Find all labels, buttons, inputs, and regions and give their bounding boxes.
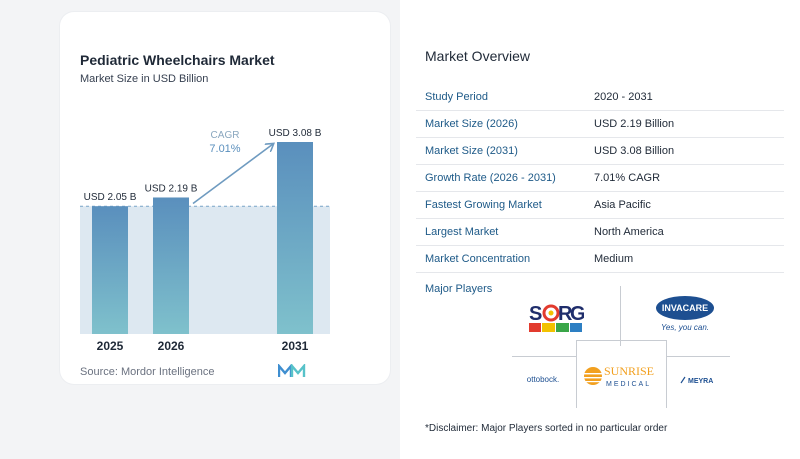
table-row: Largest Market North America [416, 219, 784, 246]
divider-box-right [666, 340, 667, 408]
divider-box-left [576, 340, 577, 408]
major-players-title: Major Players [425, 283, 493, 295]
cagr-value: 7.01% [209, 143, 240, 155]
row-value: North America [594, 226, 664, 238]
bar-2025 [92, 206, 128, 334]
invacare-name: INVACARE [662, 303, 708, 313]
overview-title: Market Overview [425, 48, 531, 64]
row-value: USD 2.19 Billion [594, 118, 675, 130]
chart-subtitle: Market Size in USD Billion [80, 73, 209, 85]
row-value: 7.01% CAGR [594, 172, 661, 184]
bar-value-label: USD 3.08 B [269, 128, 322, 139]
divider-horizontal-right [666, 356, 730, 357]
row-label: Largest Market [425, 226, 499, 238]
table-row: Study Period 2020 - 2031 [416, 84, 784, 111]
chart-title: Pediatric Wheelchairs Market [80, 52, 275, 68]
source-text: Source: Mordor Intelligence [80, 366, 215, 378]
row-label: Fastest Growing Market [425, 199, 542, 211]
invacare-logo: INVACARE Yes, you can. [656, 296, 714, 332]
row-value: USD 3.08 Billion [594, 145, 675, 157]
overview-table: Study Period 2020 - 2031 Market Size (20… [416, 84, 784, 273]
row-value: 2020 - 2031 [594, 91, 653, 103]
table-row: Market Size (2026) USD 2.19 Billion [416, 111, 784, 138]
row-label: Study Period [425, 91, 488, 103]
ottobock-logo: ottobock. [527, 375, 559, 384]
cagr-arrow [192, 144, 273, 205]
bar-2031 [277, 142, 313, 334]
overview-card: Market Overview Study Period 2020 - 2031… [400, 0, 800, 459]
bar-2026 [153, 197, 189, 334]
sorg-logo: S R G [529, 303, 584, 332]
disclaimer-text: *Disclaimer: Major Players sorted in no … [425, 423, 668, 434]
sunrise-line1: SUNRISE [604, 364, 654, 378]
sorg-letter: R [558, 303, 573, 325]
sunrise-medical-logo: SUNRISE MEDICAL [584, 364, 654, 388]
row-value: Medium [594, 253, 634, 265]
ottobock-name: ottobock. [527, 375, 559, 384]
divider-box-top [576, 340, 666, 341]
table-row: Market Size (2031) USD 3.08 Billion [416, 138, 784, 165]
chart-card: Pediatric Wheelchairs Market Market Size… [60, 12, 390, 384]
divider-vertical-top [620, 286, 621, 346]
invacare-tagline: Yes, you can. [661, 323, 709, 332]
meyra-logo: MEYRA [680, 376, 713, 385]
table-row: Growth Rate (2026 - 2031) 7.01% CAGR [416, 165, 784, 192]
sunrise-line2: MEDICAL [606, 381, 651, 388]
mordor-logo-icon [278, 364, 306, 377]
row-value: Asia Pacific [594, 199, 651, 211]
divider-horizontal-left [512, 356, 576, 357]
row-label: Growth Rate (2026 - 2031) [425, 172, 556, 184]
row-label: Market Concentration [425, 253, 531, 265]
row-label: Market Size (2031) [425, 145, 518, 157]
bar-chart: USD 2.05 B 2025 USD 2.19 B 2026 USD 3.08 B 20… [80, 128, 330, 353]
bar-value-label: USD 2.19 B [145, 183, 198, 194]
bar-value-label: USD 2.05 B [84, 192, 137, 203]
table-row: Market Concentration Medium [416, 246, 784, 273]
sorg-letter: S [529, 303, 542, 325]
x-tick-label: 2025 [97, 339, 124, 353]
sorg-letter: G [570, 303, 584, 325]
row-label: Market Size (2026) [425, 118, 518, 130]
x-tick-label: 2026 [158, 339, 185, 353]
table-row: Fastest Growing Market Asia Pacific [416, 192, 784, 219]
meyra-name: MEYRA [688, 378, 713, 385]
x-tick-label: 2031 [282, 339, 309, 353]
cagr-label: CAGR [211, 130, 240, 141]
